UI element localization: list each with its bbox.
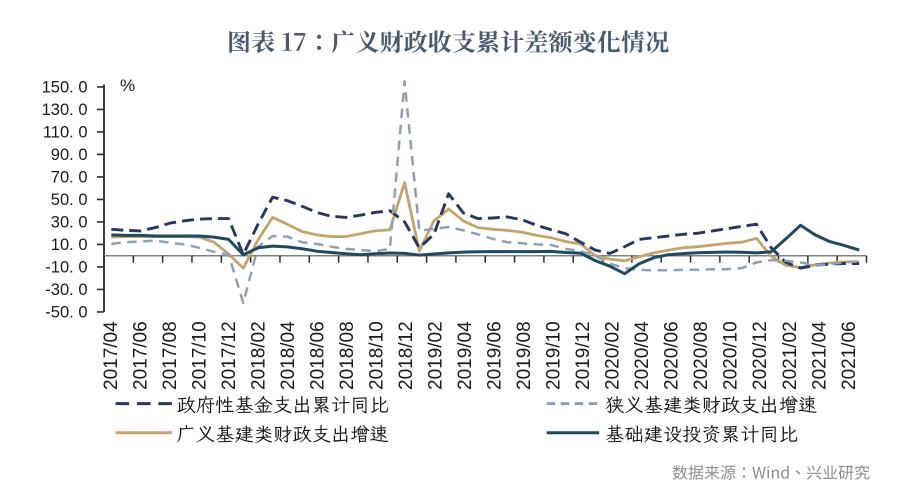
svg-text:-10. 0: -10. 0: [45, 258, 87, 276]
svg-text:2018/04: 2018/04: [278, 321, 299, 390]
svg-text:2019/06: 2019/06: [485, 321, 506, 390]
svg-text:-30. 0: -30. 0: [45, 281, 87, 299]
svg-text:50. 0: 50. 0: [51, 191, 88, 209]
svg-text:2018/12: 2018/12: [396, 321, 417, 390]
svg-text:130. 0: 130. 0: [42, 101, 88, 119]
svg-text:2017/12: 2017/12: [219, 321, 240, 390]
svg-text:10. 0: 10. 0: [51, 236, 88, 254]
svg-text:30. 0: 30. 0: [51, 213, 88, 231]
svg-text:2018/08: 2018/08: [337, 321, 358, 390]
svg-text:2020/06: 2020/06: [662, 321, 683, 390]
svg-text:2018/02: 2018/02: [248, 321, 269, 390]
svg-text:2017/08: 2017/08: [160, 321, 181, 390]
svg-text:90. 0: 90. 0: [51, 146, 88, 164]
svg-text:2019/12: 2019/12: [573, 321, 594, 390]
svg-text:2021/06: 2021/06: [839, 321, 860, 390]
svg-text:2020/08: 2020/08: [691, 321, 712, 390]
svg-text:150. 0: 150. 0: [42, 78, 88, 96]
svg-text:2020/10: 2020/10: [721, 321, 742, 390]
svg-text:2017/04: 2017/04: [101, 321, 122, 390]
svg-text:2019/04: 2019/04: [455, 321, 476, 390]
svg-text:%: %: [120, 76, 135, 95]
svg-text:2019/02: 2019/02: [426, 321, 447, 390]
svg-text:2020/12: 2020/12: [750, 321, 771, 390]
svg-text:2020/04: 2020/04: [632, 321, 653, 390]
svg-text:-50. 0: -50. 0: [45, 303, 87, 321]
svg-text:2017/06: 2017/06: [130, 321, 151, 390]
svg-text:2021/02: 2021/02: [780, 321, 801, 390]
svg-text:2021/04: 2021/04: [809, 321, 830, 390]
svg-text:2019/10: 2019/10: [544, 321, 565, 390]
svg-text:70. 0: 70. 0: [51, 168, 88, 186]
svg-text:2017/10: 2017/10: [189, 321, 210, 390]
svg-text:110. 0: 110. 0: [43, 123, 88, 141]
svg-text:2020/02: 2020/02: [603, 321, 624, 390]
svg-text:2018/06: 2018/06: [307, 321, 328, 390]
svg-text:2018/10: 2018/10: [367, 321, 388, 390]
svg-text:2019/08: 2019/08: [514, 321, 535, 390]
